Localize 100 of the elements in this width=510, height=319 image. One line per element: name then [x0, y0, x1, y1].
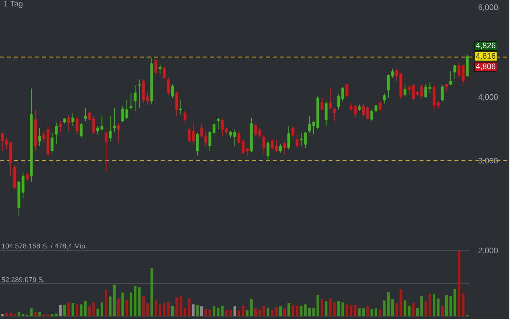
- bar: [221, 306, 224, 316]
- candlestick: [188, 127, 191, 144]
- bar: [320, 299, 324, 316]
- bar: [5, 312, 8, 316]
- bar: [192, 304, 195, 316]
- candlestick: [68, 114, 70, 132]
- candlestick: [113, 107, 116, 132]
- bar: [84, 301, 87, 316]
- bar: [100, 302, 104, 316]
- candlestick: [271, 138, 274, 150]
- bar: [200, 306, 204, 316]
- bar: [230, 310, 232, 316]
- candlestick: [383, 93, 386, 104]
- bar: [266, 308, 270, 316]
- bar: [387, 292, 390, 316]
- candlestick: [184, 110, 187, 124]
- candlestick: [466, 54, 469, 78]
- bar: [212, 306, 216, 316]
- candlestick: [38, 127, 42, 146]
- bar: [34, 312, 38, 316]
- candlestick: [14, 164, 16, 190]
- bar: [316, 295, 320, 316]
- bar: [325, 301, 328, 316]
- bar: [279, 306, 282, 316]
- bar: [72, 303, 74, 316]
- bar: [234, 306, 236, 316]
- bar: [254, 308, 258, 316]
- candlestick: [176, 90, 178, 117]
- candlestick: [320, 97, 324, 112]
- bar: [180, 296, 182, 316]
- candlestick: [400, 72, 403, 100]
- candlestick: [333, 107, 336, 122]
- bar: [258, 310, 262, 316]
- candlestick: [362, 103, 366, 117]
- bar: [167, 302, 170, 316]
- bar: [333, 302, 336, 316]
- candlestick: [171, 84, 174, 98]
- bar: [208, 310, 212, 316]
- bar: [242, 306, 245, 316]
- candlestick: [458, 62, 461, 78]
- bar: [76, 304, 79, 316]
- candlestick: [454, 64, 456, 80]
- bar: [300, 306, 303, 316]
- candlestick: [9, 140, 12, 176]
- bar: [163, 303, 166, 316]
- candlestick: [138, 79, 141, 108]
- bar: [30, 308, 33, 316]
- candlestick: [462, 64, 465, 86]
- candlestick: [378, 100, 382, 112]
- candlestick: [180, 99, 182, 115]
- candlestick: [387, 74, 390, 98]
- candlestick: [217, 117, 220, 130]
- candlestick: [324, 100, 328, 126]
- candlestick: [100, 116, 104, 131]
- candlestick: [292, 126, 295, 138]
- bar: [92, 302, 96, 316]
- bar: [196, 305, 199, 316]
- bar: [55, 314, 58, 316]
- candlestick: [428, 82, 432, 94]
- candlestick: [196, 132, 200, 156]
- bar: [88, 306, 92, 316]
- bar: [358, 308, 361, 316]
- bar: [292, 305, 294, 316]
- candlestick: [420, 84, 424, 98]
- bar: [329, 298, 332, 316]
- bar: [458, 250, 461, 316]
- candlestick: [346, 83, 349, 98]
- candlestick: [163, 66, 166, 80]
- candlestick: [154, 58, 158, 75]
- bar: [59, 305, 62, 316]
- candlestick: [329, 87, 332, 110]
- candlestick: [304, 132, 308, 148]
- bar: [441, 306, 444, 316]
- candlestick: [283, 142, 286, 155]
- candlestick: [142, 79, 146, 104]
- bar: [354, 305, 357, 316]
- bar: [138, 287, 141, 316]
- bar: [437, 298, 440, 316]
- candlestick: [192, 122, 195, 145]
- bar: [366, 306, 370, 316]
- bar: [288, 303, 290, 316]
- bar: [126, 300, 128, 316]
- bar: [80, 304, 83, 316]
- bar: [188, 298, 191, 316]
- candlestick: [109, 116, 112, 142]
- candlestick: [275, 139, 278, 154]
- candlestick: [59, 120, 62, 134]
- bar: [374, 308, 378, 316]
- candlestick: [308, 116, 312, 134]
- bar: [428, 294, 432, 316]
- bar: [154, 300, 158, 316]
- bar: [412, 303, 415, 316]
- candlestick: [117, 122, 120, 144]
- bar: [346, 304, 348, 316]
- candlestick: [432, 84, 436, 110]
- candlestick: [424, 84, 428, 98]
- candlestick: [441, 84, 444, 102]
- bar: [400, 289, 402, 316]
- candlestick: [55, 122, 58, 145]
- candlestick: [50, 132, 54, 154]
